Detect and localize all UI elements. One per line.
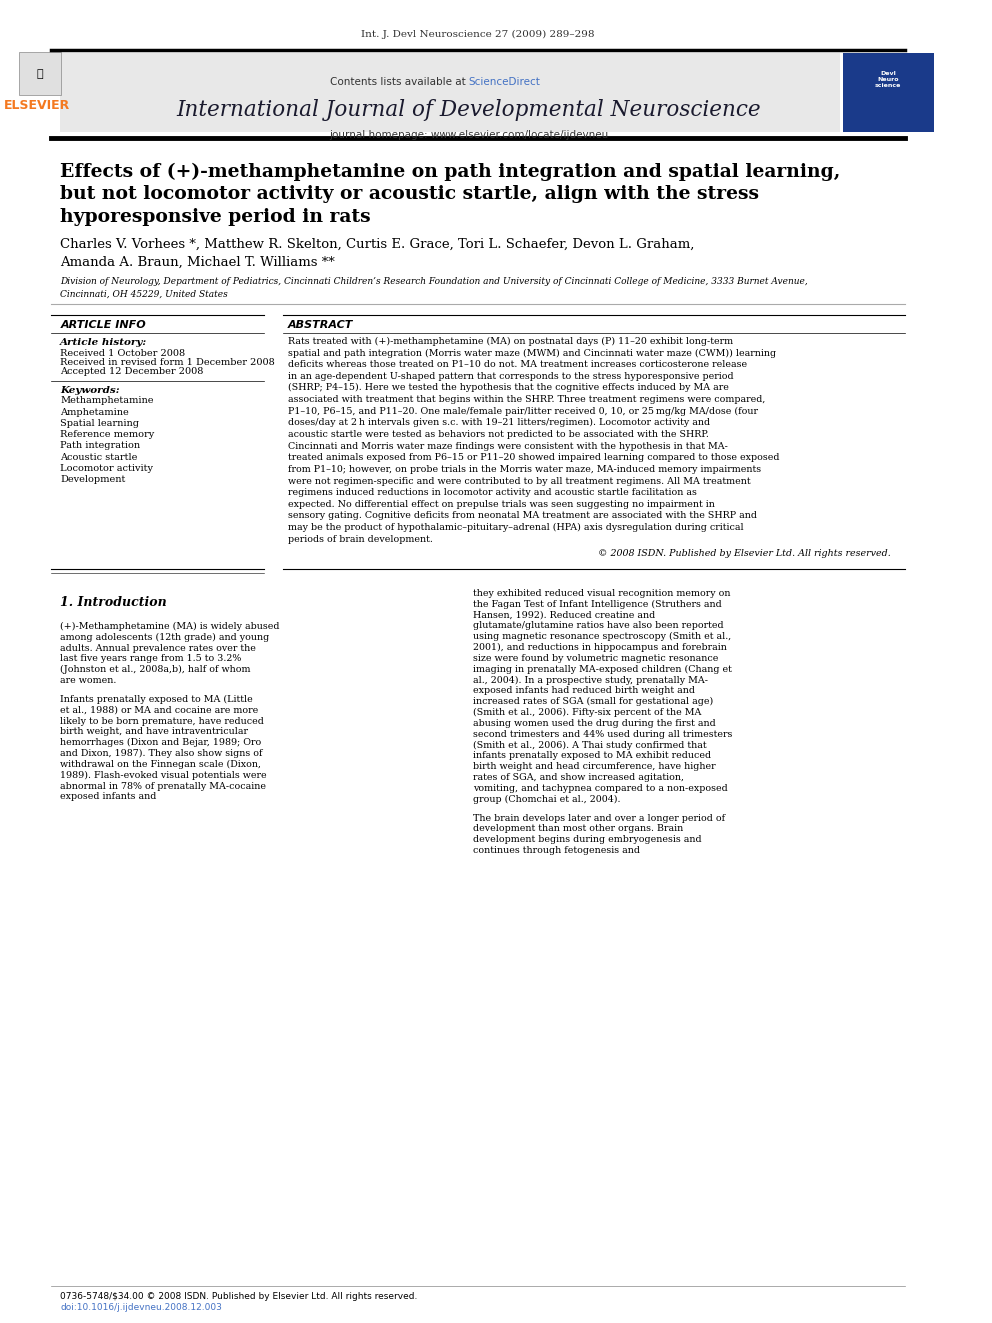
- Text: Spatial learning: Spatial learning: [61, 419, 139, 427]
- Text: and Dixon, 1987). They also show signs of: and Dixon, 1987). They also show signs o…: [61, 749, 263, 758]
- Text: development than most other organs. Brain: development than most other organs. Brai…: [473, 824, 683, 833]
- Text: associated with treatment that begins within the SHRP. Three treatment regimens : associated with treatment that begins wi…: [288, 396, 765, 404]
- Text: Received 1 October 2008: Received 1 October 2008: [61, 349, 186, 357]
- Text: Infants prenatally exposed to MA (Little: Infants prenatally exposed to MA (Little: [61, 695, 253, 704]
- Text: doses/day at 2 h intervals given s.c. with 19–21 litters/regimen). Locomotor act: doses/day at 2 h intervals given s.c. wi…: [288, 418, 710, 427]
- Text: 🌳: 🌳: [37, 69, 44, 79]
- Text: (+)-Methamphetamine (MA) is widely abused: (+)-Methamphetamine (MA) is widely abuse…: [61, 622, 280, 631]
- Text: vomiting, and tachypnea compared to a non-exposed: vomiting, and tachypnea compared to a no…: [473, 785, 728, 792]
- Text: acoustic startle were tested as behaviors not predicted to be associated with th: acoustic startle were tested as behavior…: [288, 430, 708, 439]
- Text: periods of brain development.: periods of brain development.: [288, 534, 433, 544]
- Text: exposed infants and: exposed infants and: [61, 792, 157, 802]
- Text: Amanda A. Braun, Michael T. Williams **: Amanda A. Braun, Michael T. Williams **: [61, 255, 335, 269]
- Text: Rats treated with (+)-methamphetamine (MA) on postnatal days (P) 11–20 exhibit l: Rats treated with (+)-methamphetamine (M…: [288, 337, 733, 345]
- Text: sensory gating. Cognitive deficits from neonatal MA treatment are associated wit: sensory gating. Cognitive deficits from …: [288, 512, 757, 520]
- Text: deficits whereas those treated on P1–10 do not. MA treatment increases corticost: deficits whereas those treated on P1–10 …: [288, 360, 747, 369]
- Text: but not locomotor activity or acoustic startle, align with the stress: but not locomotor activity or acoustic s…: [61, 185, 759, 204]
- Text: Amphetamine: Amphetamine: [61, 407, 129, 417]
- Text: ELSEVIER: ELSEVIER: [4, 99, 70, 112]
- Text: International Journal of Developmental Neuroscience: International Journal of Developmental N…: [177, 99, 761, 120]
- Text: they exhibited reduced visual recognition memory on: they exhibited reduced visual recognitio…: [473, 589, 731, 598]
- Text: 0736-5748/$34.00 © 2008 ISDN. Published by Elsevier Ltd. All rights reserved.: 0736-5748/$34.00 © 2008 ISDN. Published …: [61, 1293, 418, 1301]
- Text: ARTICLE INFO: ARTICLE INFO: [61, 320, 146, 331]
- Text: rates of SGA, and show increased agitation,: rates of SGA, and show increased agitati…: [473, 773, 684, 782]
- Text: Division of Neurology, Department of Pediatrics, Cincinnati Children’s Research : Division of Neurology, Department of Ped…: [61, 278, 808, 286]
- Text: birth weight, and have intraventricular: birth weight, and have intraventricular: [61, 728, 248, 737]
- Text: 1. Introduction: 1. Introduction: [61, 595, 167, 609]
- Text: © 2008 ISDN. Published by Elsevier Ltd. All rights reserved.: © 2008 ISDN. Published by Elsevier Ltd. …: [598, 549, 891, 558]
- Text: likely to be born premature, have reduced: likely to be born premature, have reduce…: [61, 717, 264, 725]
- Text: the Fagan Test of Infant Intelligence (Struthers and: the Fagan Test of Infant Intelligence (S…: [473, 599, 722, 609]
- Text: exposed infants had reduced birth weight and: exposed infants had reduced birth weight…: [473, 687, 695, 696]
- Text: spatial and path integration (Morris water maze (MWM) and Cincinnati water maze : spatial and path integration (Morris wat…: [288, 348, 776, 357]
- Text: regimens induced reductions in locomotor activity and acoustic startle facilitat: regimens induced reductions in locomotor…: [288, 488, 696, 497]
- Text: may be the product of hypothalamic–pituitary–adrenal (HPA) axis dysregulation du: may be the product of hypothalamic–pitui…: [288, 523, 743, 532]
- Text: (Smith et al., 2006). A Thai study confirmed that: (Smith et al., 2006). A Thai study confi…: [473, 741, 707, 750]
- Text: ScienceDirect: ScienceDirect: [468, 77, 541, 87]
- Text: glutamate/glutamine ratios have also been reported: glutamate/glutamine ratios have also bee…: [473, 622, 724, 630]
- Text: from P1–10; however, on probe trials in the Morris water maze, MA-induced memory: from P1–10; however, on probe trials in …: [288, 464, 761, 474]
- Text: were not regimen-specific and were contributed to by all treatment regimens. All: were not regimen-specific and were contr…: [288, 476, 750, 486]
- Text: Methamphetamine: Methamphetamine: [61, 397, 154, 405]
- Text: Contents lists available at: Contents lists available at: [329, 77, 468, 87]
- Text: imaging in prenatally MA-exposed children (Chang et: imaging in prenatally MA-exposed childre…: [473, 664, 732, 673]
- Text: increased rates of SGA (small for gestational age): increased rates of SGA (small for gestat…: [473, 697, 713, 706]
- Text: hemorrhages (Dixon and Bejar, 1989; Oro: hemorrhages (Dixon and Bejar, 1989; Oro: [61, 738, 262, 747]
- Text: Acoustic startle: Acoustic startle: [61, 452, 138, 462]
- Text: abusing women used the drug during the first and: abusing women used the drug during the f…: [473, 718, 716, 728]
- Text: Hansen, 1992). Reduced creatine and: Hansen, 1992). Reduced creatine and: [473, 610, 656, 619]
- Text: Article history:: Article history:: [61, 339, 148, 347]
- Text: Received in revised form 1 December 2008: Received in revised form 1 December 2008: [61, 359, 275, 366]
- Text: Cincinnati and Morris water maze findings were consistent with the hypothesis in: Cincinnati and Morris water maze finding…: [288, 442, 727, 451]
- Text: expected. No differential effect on prepulse trials was seen suggesting no impai: expected. No differential effect on prep…: [288, 500, 714, 509]
- Text: using magnetic resonance spectroscopy (Smith et al.,: using magnetic resonance spectroscopy (S…: [473, 632, 731, 642]
- Text: Devl
Neuro
science: Devl Neuro science: [875, 71, 902, 87]
- Text: development begins during embryogenesis and: development begins during embryogenesis …: [473, 835, 702, 844]
- Text: second trimesters and 44% used during all trimesters: second trimesters and 44% used during al…: [473, 730, 733, 738]
- Text: (Johnston et al., 2008a,b), half of whom: (Johnston et al., 2008a,b), half of whom: [61, 665, 251, 675]
- Text: birth weight and head circumference, have higher: birth weight and head circumference, hav…: [473, 762, 716, 771]
- Text: ABSTRACT: ABSTRACT: [288, 320, 353, 331]
- Text: last five years range from 1.5 to 3.2%: last five years range from 1.5 to 3.2%: [61, 655, 242, 663]
- Text: Charles V. Vorhees *, Matthew R. Skelton, Curtis E. Grace, Tori L. Schaefer, Dev: Charles V. Vorhees *, Matthew R. Skelton…: [61, 238, 694, 251]
- Text: P1–10, P6–15, and P11–20. One male/female pair/litter received 0, 10, or 25 mg/k: P1–10, P6–15, and P11–20. One male/femal…: [288, 406, 758, 415]
- Text: al., 2004). In a prospective study, prenatally MA-: al., 2004). In a prospective study, pren…: [473, 676, 708, 684]
- Text: journal homepage: www.elsevier.com/locate/ijdevneu: journal homepage: www.elsevier.com/locat…: [329, 130, 608, 140]
- Text: Accepted 12 December 2008: Accepted 12 December 2008: [61, 368, 203, 376]
- Text: Keywords:: Keywords:: [61, 386, 120, 394]
- Text: among adolescents (12th grade) and young: among adolescents (12th grade) and young: [61, 632, 270, 642]
- Bar: [842, 53, 933, 132]
- Text: Int. J. Devl Neuroscience 27 (2009) 289–298: Int. J. Devl Neuroscience 27 (2009) 289–…: [361, 30, 594, 38]
- Text: 2001), and reductions in hippocampus and forebrain: 2001), and reductions in hippocampus and…: [473, 643, 727, 652]
- Text: abnormal in 78% of prenatally MA-cocaine: abnormal in 78% of prenatally MA-cocaine: [61, 782, 266, 791]
- Bar: [19, 52, 62, 95]
- Text: size were found by volumetric magnetic resonance: size were found by volumetric magnetic r…: [473, 654, 718, 663]
- Text: Locomotor activity: Locomotor activity: [61, 464, 154, 472]
- Text: Reference memory: Reference memory: [61, 430, 155, 439]
- Text: Cincinnati, OH 45229, United States: Cincinnati, OH 45229, United States: [61, 290, 228, 298]
- Text: in an age-dependent U-shaped pattern that corresponds to the stress hyporesponsi: in an age-dependent U-shaped pattern tha…: [288, 372, 733, 381]
- Text: Effects of (+)-methamphetamine on path integration and spatial learning,: Effects of (+)-methamphetamine on path i…: [61, 163, 840, 181]
- Text: (SHRP; P4–15). Here we tested the hypothesis that the cognitive effects induced : (SHRP; P4–15). Here we tested the hypoth…: [288, 384, 728, 393]
- Text: 1989). Flash-evoked visual potentials were: 1989). Flash-evoked visual potentials we…: [61, 771, 267, 779]
- Text: hyporesponsive period in rats: hyporesponsive period in rats: [61, 208, 371, 226]
- Text: Development: Development: [61, 475, 126, 484]
- Text: group (Chomchai et al., 2004).: group (Chomchai et al., 2004).: [473, 795, 621, 804]
- Text: withdrawal on the Finnegan scale (Dixon,: withdrawal on the Finnegan scale (Dixon,: [61, 759, 261, 769]
- Text: The brain develops later and over a longer period of: The brain develops later and over a long…: [473, 814, 725, 823]
- Text: doi:10.1016/j.ijdevneu.2008.12.003: doi:10.1016/j.ijdevneu.2008.12.003: [61, 1303, 222, 1311]
- Text: (Smith et al., 2006). Fifty-six percent of the MA: (Smith et al., 2006). Fifty-six percent …: [473, 708, 701, 717]
- Text: Path integration: Path integration: [61, 442, 141, 450]
- Text: et al., 1988) or MA and cocaine are more: et al., 1988) or MA and cocaine are more: [61, 705, 259, 714]
- Text: are women.: are women.: [61, 676, 117, 685]
- Text: continues through fetogenesis and: continues through fetogenesis and: [473, 847, 640, 855]
- Text: treated animals exposed from P6–15 or P11–20 showed impaired learning compared t: treated animals exposed from P6–15 or P1…: [288, 454, 779, 462]
- Text: infants prenatally exposed to MA exhibit reduced: infants prenatally exposed to MA exhibit…: [473, 751, 711, 761]
- Bar: [61, 53, 840, 132]
- Text: adults. Annual prevalence rates over the: adults. Annual prevalence rates over the: [61, 643, 256, 652]
